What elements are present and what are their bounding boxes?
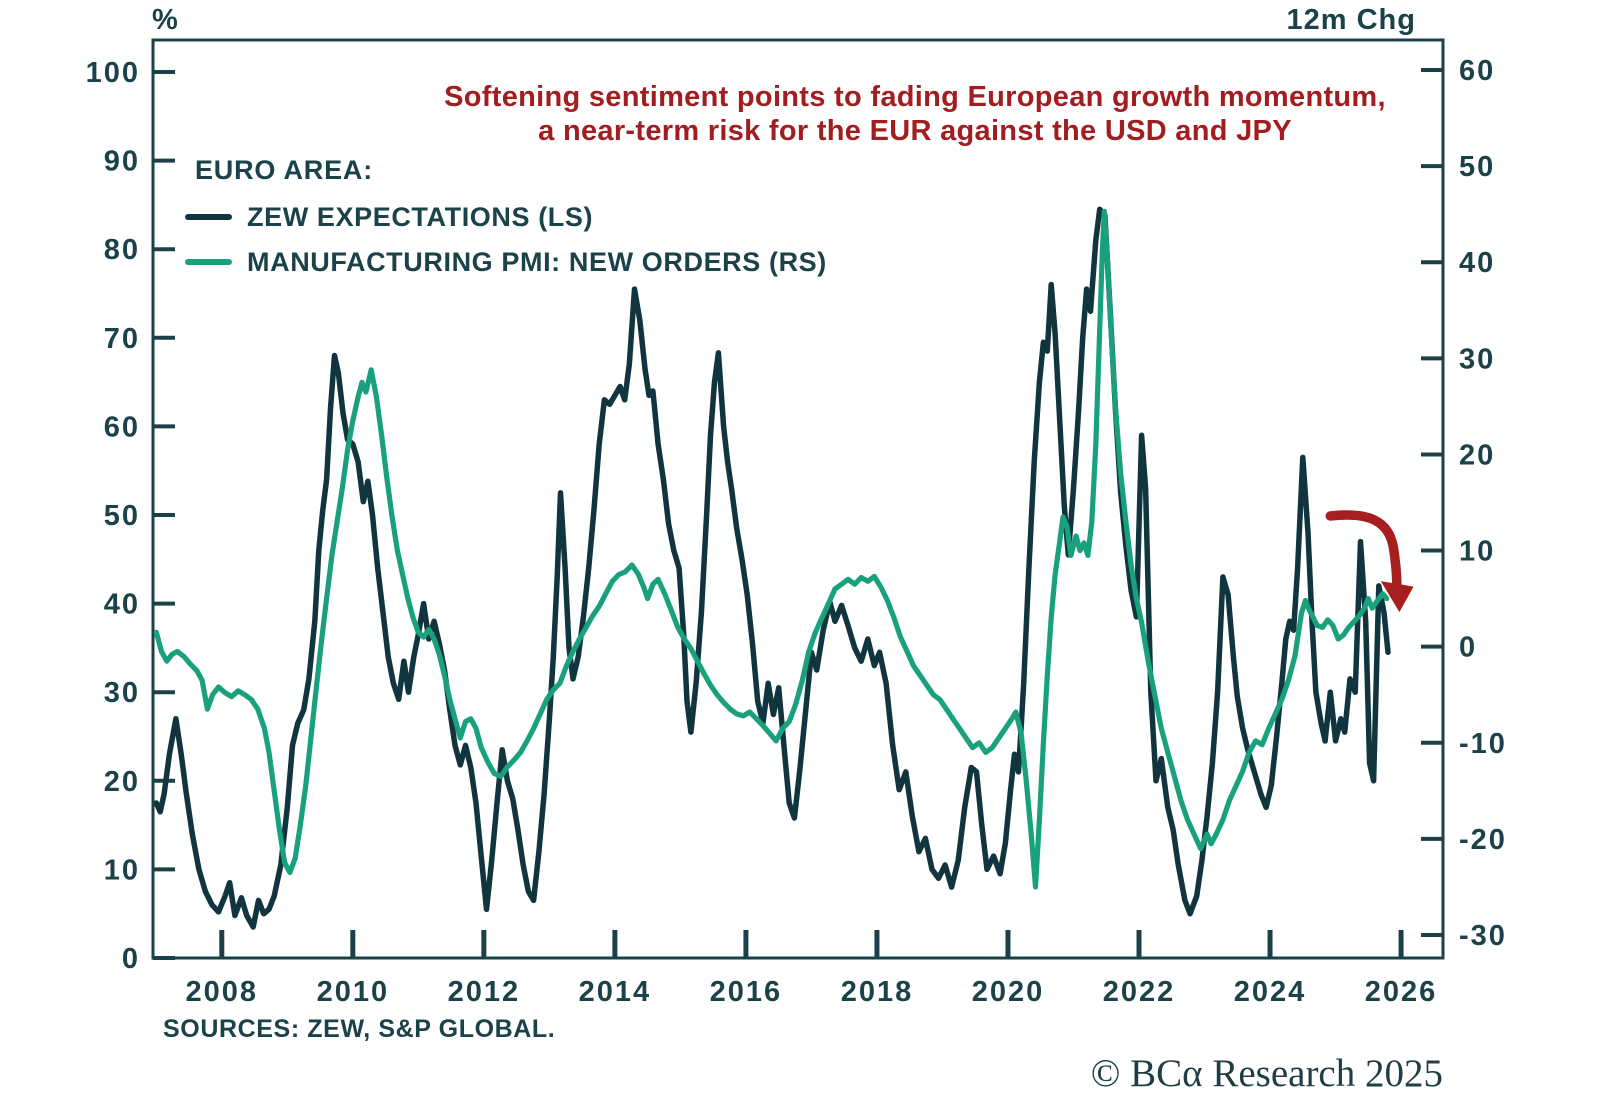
- left-axis-tick-label: 90: [104, 146, 140, 178]
- left-axis-tick-label: 10: [104, 854, 140, 886]
- x-axis-tick-label: 2022: [1103, 976, 1176, 1008]
- x-axis-tick-label: 2010: [317, 976, 390, 1008]
- x-axis-tick-label: 2024: [1234, 976, 1307, 1008]
- legend-label-zew: ZEW EXPECTATIONS (LS): [247, 201, 594, 232]
- left-axis-tick-label: 20: [104, 766, 140, 798]
- plot-frame: [151, 38, 1445, 960]
- x-axis-tick-label: 2014: [579, 976, 652, 1008]
- left-axis-tick-label: 70: [104, 323, 140, 355]
- right-axis-tick-label: 0: [1459, 632, 1477, 664]
- left-axis-unit-label: %: [152, 4, 179, 36]
- right-axis-tick-label: 20: [1459, 439, 1495, 471]
- x-axis-tick-label: 2008: [186, 976, 259, 1008]
- left-axis-tick-label: 30: [104, 677, 140, 709]
- chart-title: Softening sentiment points to fading Eur…: [420, 80, 1410, 148]
- legend-heading: EURO AREA:: [195, 155, 374, 185]
- pmi-line: [153, 208, 1390, 890]
- right-axis-tick-label: 30: [1459, 343, 1495, 375]
- legend-item-zew: ZEW EXPECTATIONS (LS): [185, 201, 827, 232]
- right-axis-tick-label: 40: [1459, 247, 1495, 279]
- left-axis-tick-label: 40: [104, 589, 140, 621]
- zew-line-swatch: [185, 214, 232, 220]
- right-axis-tick-label: 50: [1459, 151, 1495, 183]
- right-axis-tick-label: 10: [1459, 536, 1495, 568]
- x-axis-tick-label: 2026: [1365, 976, 1438, 1008]
- chart-title-line1: Softening sentiment points to fading Eur…: [444, 81, 1386, 113]
- chart-title-line2: a near-term risk for the EUR against the…: [538, 115, 1292, 147]
- pmi-line-swatch: [185, 259, 232, 265]
- left-axis-tick-label: 0: [122, 943, 140, 975]
- legend: EURO AREA: ZEW EXPECTATIONS (LS) MANUFAC…: [185, 155, 827, 277]
- zew-line: [153, 206, 1391, 930]
- left-axis-tick-label: 50: [104, 500, 140, 532]
- left-axis-tick-label: 60: [104, 411, 140, 443]
- x-axis-tick-label: 2018: [841, 976, 914, 1008]
- right-axis-tick-label: -30: [1459, 920, 1507, 952]
- x-axis-tick-label: 2020: [972, 976, 1045, 1008]
- x-axis-tick-label: 2012: [448, 976, 521, 1008]
- right-axis-unit-label: 12m Chg: [1286, 4, 1416, 36]
- down-arrow-head-icon: [1380, 581, 1414, 613]
- legend-label-pmi: MANUFACTURING PMI: NEW ORDERS (RS): [247, 246, 827, 277]
- legend-item-pmi: MANUFACTURING PMI: NEW ORDERS (RS): [185, 246, 827, 277]
- down-arrow-icon: [1325, 510, 1402, 589]
- right-axis-tick-label: -20: [1459, 824, 1507, 856]
- right-axis-tick-label: -10: [1459, 728, 1507, 760]
- right-axis-tick-label: 60: [1459, 55, 1495, 87]
- left-axis-tick-label: 80: [104, 234, 140, 266]
- sources-note: SOURCES: ZEW, S&P GLOBAL.: [163, 1015, 556, 1043]
- copyright-note: © BCα Research 2025: [1090, 1052, 1443, 1095]
- x-axis-tick-label: 2016: [710, 976, 783, 1008]
- left-axis-tick-label: 100: [86, 57, 140, 89]
